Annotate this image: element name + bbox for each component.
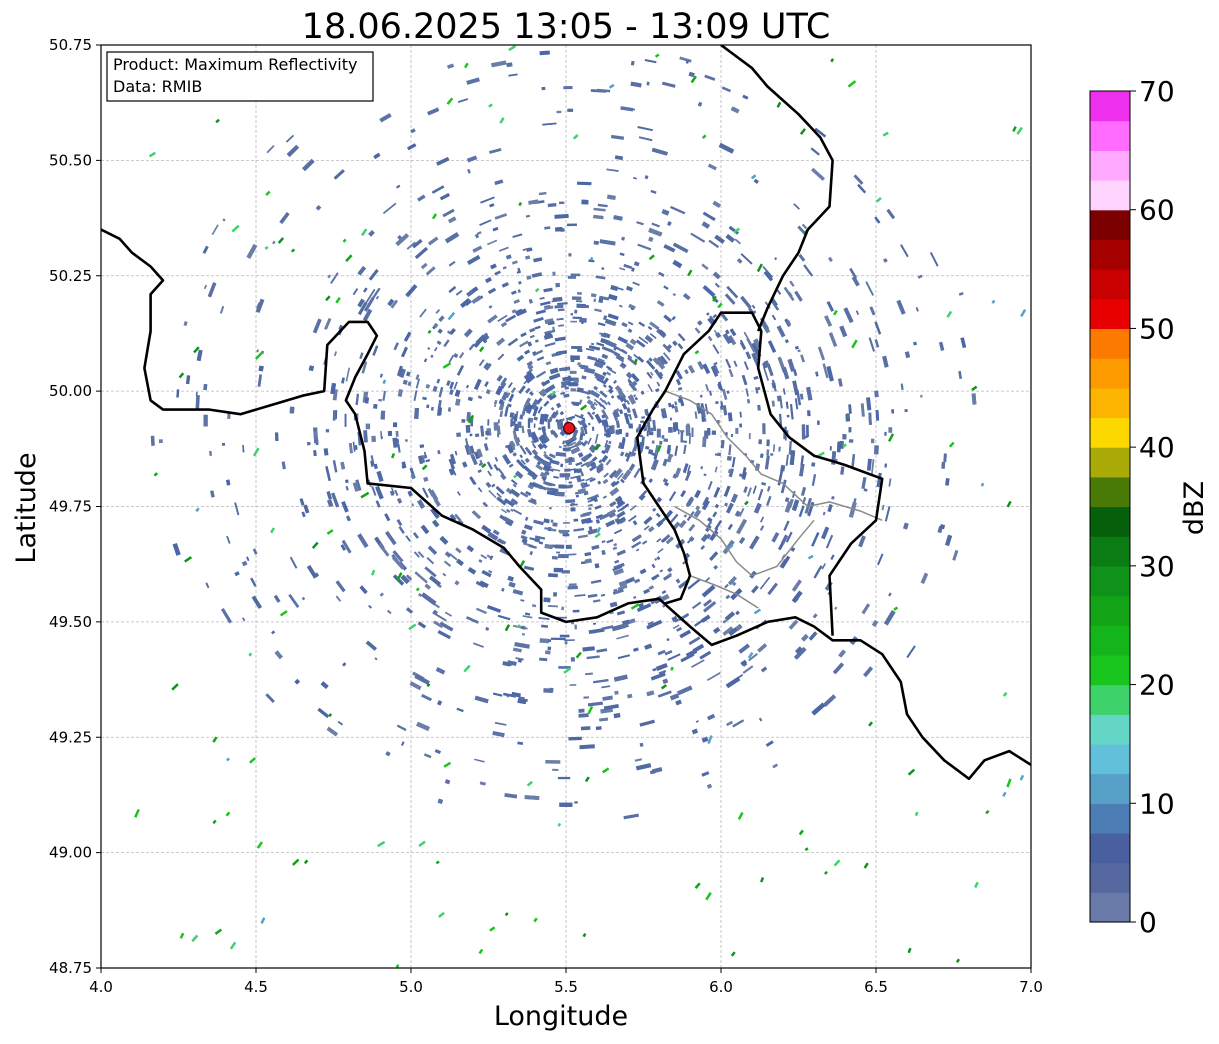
y-axis-label: Latitude [11, 452, 42, 563]
radar-site-dot [562, 421, 576, 435]
colorbar-segment [1090, 447, 1130, 478]
colorbar-tick-label: 20 [1139, 669, 1175, 702]
region-border-line [674, 505, 815, 577]
country-borders [101, 45, 1031, 781]
colorbar-segment [1090, 625, 1130, 656]
y-tick-label: 50.00 [49, 382, 92, 400]
colorbar-tick-label: 50 [1139, 312, 1175, 345]
info-product: Product: Maximum Reflectivity [113, 55, 357, 74]
colorbar-segment [1090, 595, 1130, 626]
colorbar-segment [1090, 358, 1130, 389]
colorbar-segment [1090, 773, 1130, 804]
colorbar-segment [1090, 803, 1130, 834]
colorbar-label: dBZ [1179, 481, 1210, 535]
y-tick-label: 49.25 [49, 728, 92, 746]
colorbar-segment [1090, 654, 1130, 686]
y-axis-ticks: 48.75 49.00 49.25 49.50 49.75 50.00 50.25 50.50… [49, 36, 101, 977]
x-tick-label: 6.0 [709, 978, 733, 996]
y-tick-label: 49.00 [49, 844, 92, 862]
colorbar-segment [1090, 506, 1130, 537]
colorbar-segment [1090, 476, 1130, 508]
colorbar-segment [1090, 91, 1130, 122]
colorbar-tick-label: 70 [1139, 75, 1175, 108]
map-plot-area: Product: Maximum Reflectivity Data: RMIB [100, 44, 1032, 969]
colorbar-segment [1090, 209, 1130, 240]
colorbar-segment [1090, 536, 1130, 567]
colorbar-segment [1090, 387, 1130, 419]
colorbar-segment [1090, 565, 1130, 597]
colorbar-segment [1090, 180, 1130, 211]
colorbar-segment [1090, 832, 1130, 864]
radar-site-marker [562, 421, 576, 435]
colorbar-tick-label: 60 [1139, 194, 1175, 227]
reflectivity-echoes [134, 45, 1027, 968]
colorbar-segment [1090, 150, 1130, 181]
region-border-line [689, 574, 759, 609]
colorbar-segment [1090, 743, 1130, 775]
colorbar-segment [1090, 298, 1130, 330]
colorbar-segment [1090, 239, 1130, 270]
x-axis-ticks: 4.0 4.5 5.0 5.5 6.0 6.5 7.0 [89, 968, 1043, 996]
region-border-line [664, 390, 883, 521]
colorbar-segment [1090, 417, 1130, 448]
colorbar-segment [1090, 862, 1130, 893]
x-tick-label: 5.0 [399, 978, 423, 996]
colorbar-segment [1090, 714, 1130, 745]
country-border-line [636, 311, 884, 636]
colorbar-tick-label: 40 [1139, 431, 1175, 464]
colorbar-segment [1090, 120, 1130, 151]
y-tick-label: 50.75 [49, 36, 92, 54]
country-border-line [720, 45, 834, 332]
colorbar-segment [1090, 684, 1130, 715]
echo-cells [134, 45, 1027, 968]
colorbar-segment [1090, 892, 1130, 923]
x-tick-label: 6.5 [864, 978, 888, 996]
colorbar-tick-label: 30 [1139, 550, 1175, 583]
colorbar-segment [1090, 328, 1130, 359]
colorbar-frame [1089, 90, 1131, 923]
colorbar-tick-label: 0 [1139, 906, 1157, 939]
y-tick-label: 50.25 [49, 267, 92, 285]
y-tick-label: 50.50 [49, 151, 92, 169]
colorbar-tick-label: 10 [1139, 787, 1175, 820]
colorbar-segment [1090, 269, 1130, 300]
info-source: Data: RMIB [113, 77, 202, 96]
y-tick-label: 49.50 [49, 613, 92, 631]
x-axis-label: Longitude [494, 1001, 628, 1032]
info-box-frame [106, 51, 374, 102]
colorbar: 0 10 20 30 40 50 60 70 [1089, 75, 1175, 939]
country-border-line [101, 228, 1031, 781]
x-tick-label: 5.5 [554, 978, 578, 996]
y-tick-label: 48.75 [49, 959, 92, 977]
x-tick-label: 7.0 [1019, 978, 1043, 996]
chart-title: 18.06.2025 13:05 - 13:09 UTC [302, 7, 831, 47]
x-tick-label: 4.0 [89, 978, 113, 996]
info-box: Product: Maximum Reflectivity Data: RMIB [106, 51, 374, 102]
x-tick-label: 4.5 [244, 978, 268, 996]
y-tick-label: 49.75 [49, 498, 92, 516]
